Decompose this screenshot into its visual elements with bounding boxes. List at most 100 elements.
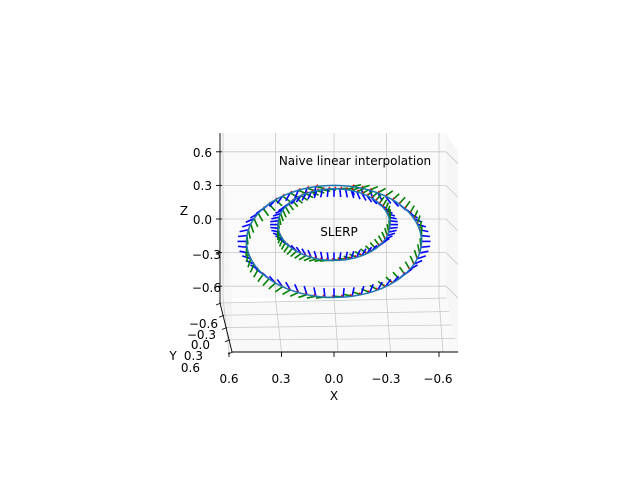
frame-y-axis (282, 289, 291, 296)
z-axis-label: Z (180, 204, 188, 218)
frame-z-axis (326, 252, 329, 261)
x-axis-label: X (330, 389, 338, 403)
z-tick-labels: 0.6 0.3 0.0 −0.3 −0.6 (192, 146, 221, 295)
frame-z-axis (319, 189, 324, 198)
z-tick-label: 0.3 (193, 179, 212, 193)
x-tick-label: 0.3 (271, 372, 290, 386)
frame-z-axis (420, 234, 431, 238)
y-grid-line-floor (228, 338, 456, 341)
frame-z-axis (361, 193, 367, 201)
frame-z-axis (241, 223, 252, 228)
frame-y-axis (257, 212, 264, 222)
frame-z-axis (270, 220, 279, 223)
x-tick-label: 0.0 (324, 372, 343, 386)
frame-z-axis (342, 288, 345, 298)
frame-y-axis (290, 250, 298, 258)
frame-z-axis (323, 288, 326, 298)
z-grid-line-side (445, 151, 459, 165)
frame-z-axis (272, 212, 281, 217)
y-tick (221, 327, 228, 330)
frame-z-axis (419, 250, 429, 254)
frame-y-axis (262, 278, 270, 287)
frame-z-axis (307, 191, 312, 200)
frame-z-axis (326, 188, 329, 197)
frame-z-axis (351, 287, 355, 297)
x-tick-label: −0.3 (371, 372, 400, 386)
frame-z-axis (303, 285, 308, 295)
y-tick-label: −0.3 (187, 328, 216, 342)
frame-z-axis (360, 285, 365, 295)
y-tick-label: 0.3 (184, 349, 203, 363)
frame-z-axis (344, 251, 349, 260)
y-tick (215, 302, 222, 306)
frame-y-axis (310, 191, 319, 196)
frame-z-axis (270, 226, 279, 230)
x-grid-line-floor (386, 297, 391, 353)
x-tick-label: 0.6 (219, 372, 238, 386)
frame-z-axis (344, 189, 349, 198)
frame-z-axis (387, 232, 396, 237)
x-grid-line-floor (275, 297, 282, 353)
right-pane (446, 133, 458, 352)
z-grid-line-side (445, 185, 459, 198)
frame-z-axis (313, 190, 318, 199)
frame-z-axis (245, 217, 255, 224)
frame-z-axis (319, 251, 324, 260)
frame-y-axis (303, 256, 312, 262)
y-tick (224, 339, 231, 343)
x-tick-labels: 0.6 0.3 0.0 −0.3 −0.6 (219, 372, 452, 386)
y-tick-label: −0.6 (189, 317, 218, 331)
frame-y-axis (262, 208, 270, 217)
frame-y-axis (268, 282, 276, 290)
frame-z-axis (239, 228, 249, 233)
frame-z-axis (313, 287, 317, 297)
frame-z-axis (389, 226, 398, 230)
frame-y-axis (278, 238, 284, 247)
y-tick-label: 0.6 (181, 361, 200, 375)
frame-y-axis (283, 245, 290, 253)
frame-y-axis (289, 291, 299, 297)
frame-z-axis (356, 249, 361, 258)
frame-z-axis (361, 248, 367, 257)
frame-z-axis (377, 281, 383, 291)
frame-z-axis (350, 250, 355, 259)
frame-y-axis (249, 263, 255, 273)
frame-y-axis (298, 254, 307, 261)
frame-y-axis (280, 242, 287, 250)
z-tick-label: −0.3 (192, 248, 221, 262)
frame-y-axis (274, 199, 283, 207)
series-curve (245, 184, 423, 299)
frame-y-axis (250, 223, 255, 233)
frame-y-axis (282, 209, 287, 218)
frame-y-axis (277, 235, 282, 244)
frame-y-axis (245, 252, 250, 263)
frame-z-axis (413, 259, 423, 265)
frame-z-axis (339, 188, 342, 197)
axis-spines (215, 133, 458, 357)
frame-y-axis (279, 213, 284, 222)
annotation-naive: Naive linear interpolation (279, 154, 431, 168)
x-grid-line-floor (222, 297, 230, 353)
x-grid-line-floor (333, 297, 339, 353)
y-grid-line-floor (225, 324, 453, 328)
frame-z-axis (368, 284, 374, 293)
annotation-slerp: SLERP (320, 225, 357, 239)
frame-z-axis (416, 255, 427, 260)
x-tick-label: −0.6 (423, 372, 452, 386)
frame-z-axis (301, 193, 307, 201)
y-tick (218, 314, 225, 318)
y-grid-line-floor (219, 297, 447, 304)
y-tick (227, 351, 234, 355)
frame-z-axis (416, 223, 427, 228)
z-grid-line-side (445, 252, 459, 265)
frame-y-axis (274, 286, 284, 293)
frame-z-axis (420, 245, 431, 249)
frame-z-axis (294, 189, 300, 199)
frame-z-axis (237, 234, 248, 238)
z-tick-label: 0.6 (193, 146, 212, 160)
frame-y-axis (369, 185, 379, 191)
frame-z-axis (271, 216, 280, 220)
frame-y-axis (286, 248, 293, 256)
frame-y-axis (294, 252, 302, 259)
